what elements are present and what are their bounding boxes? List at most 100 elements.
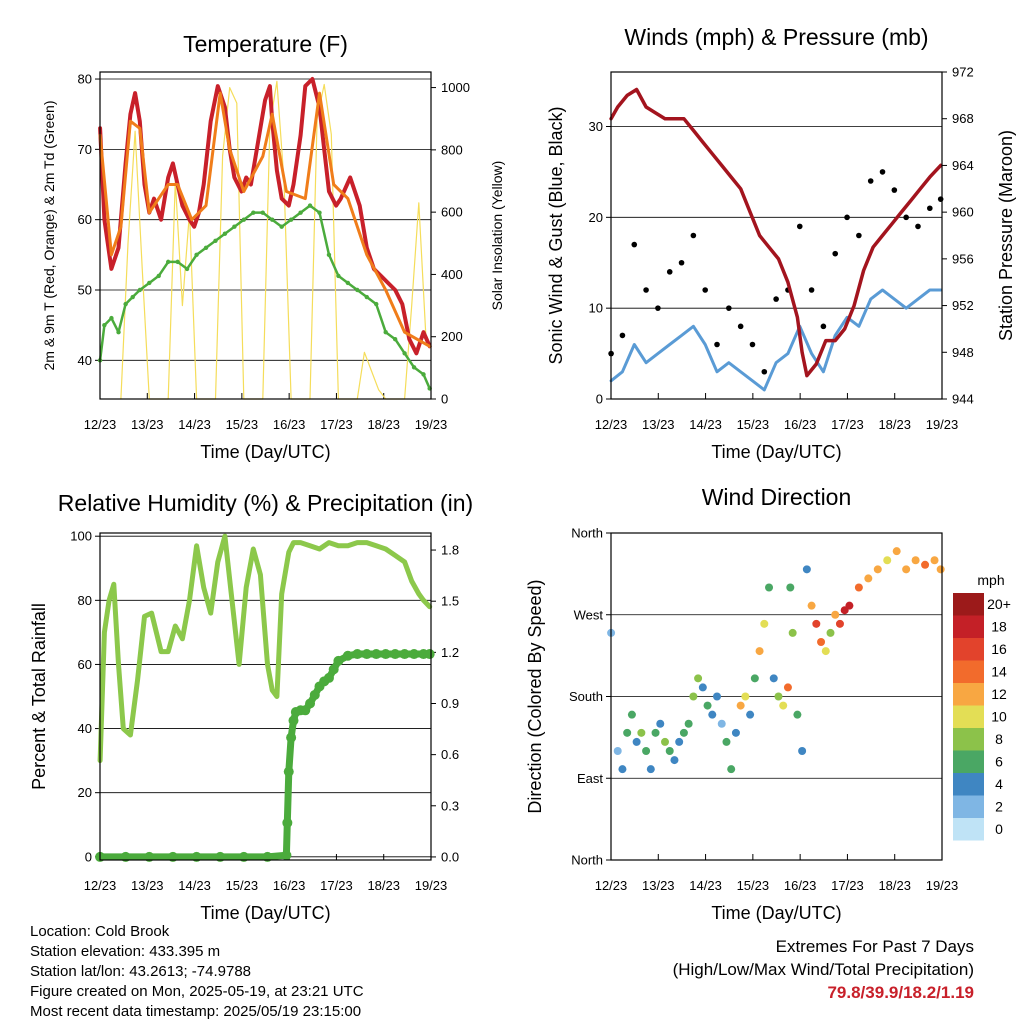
direction-point [783,683,792,692]
legend-title: mph [977,572,1004,588]
total-precip-line [96,650,434,861]
direction-point [765,583,774,592]
direction-point [750,674,759,683]
x-tick-label: 17/23 [320,417,353,432]
direction-point [727,765,736,774]
direction-point [845,601,854,610]
x-tick-label: 14/23 [178,417,211,432]
location-text: Location: Cold Brook [30,923,170,940]
dewpoint-point [392,337,398,342]
direction-point [793,710,802,719]
direction-point [698,683,707,692]
legend-label: 20+ [987,596,1011,612]
y-tick-label: 80 [78,72,92,87]
legend-swatch [953,818,984,841]
x-tick-label: 12/23 [84,417,117,432]
x-tick-label: 13/23 [642,417,675,432]
legend-swatch [953,638,984,661]
plot-frame [610,71,943,400]
latlon-text: Station lat/lon: 43.2613; -74.9788 [30,963,252,980]
y-tick-label: 80 [78,593,92,608]
x-tick-label: 15/23 [737,417,770,432]
direction-point [656,719,665,728]
extremes-title: Extremes For Past 7 Days [775,937,974,956]
gust-point [879,169,886,175]
dewpoint-point [298,210,303,215]
direction-point [892,547,901,556]
gust-point [796,223,803,230]
direction-point [831,610,840,619]
station-pressure-line [609,87,943,378]
x-tick-label: 15/23 [226,417,259,432]
temp9m-line [98,91,432,348]
dewpoint-point [194,252,199,258]
legend-label: 6 [995,754,1003,770]
dewpoint-point [130,294,135,300]
x-tick-label: 16/23 [273,417,306,432]
y-tick-label: 10 [589,301,603,316]
direction-point [632,737,641,746]
y-tick-label: North [571,526,603,541]
gust-point [702,287,708,293]
direction-point [854,583,863,592]
direction-point [807,601,816,610]
direction-point [689,692,698,701]
x-axis-label: Time (Day/UTC) [711,442,841,462]
x-tick-label: 19/23 [926,878,959,893]
x-tick-label: 16/23 [784,417,817,432]
dewpoint-point [137,287,143,293]
x-axis-label: Time (Day/UTC) [200,442,330,462]
legend-label: 12 [991,686,1007,702]
dewpoint-point [156,273,161,279]
dewpoint-point [326,252,332,258]
dewpoint-point [279,224,284,229]
direction-point [788,628,797,637]
dewpoint-point [421,372,426,377]
direction-point [736,701,745,710]
y-tick-label: North [571,853,603,868]
y2-tick-label: 948 [952,345,974,360]
legend-swatch [953,795,984,818]
direction-point [755,647,764,656]
precip-point [286,732,297,743]
legend-label: 16 [991,641,1007,657]
direction-point [665,747,674,755]
direction-point [873,565,882,574]
dewpoint-point [374,301,379,307]
gust-point [643,287,649,293]
x-tick-label: 19/23 [415,417,448,432]
elevation-text: Station elevation: 433.395 m [30,943,221,960]
gust-point [761,368,768,375]
y2-tick-label: 0.0 [441,849,459,864]
gust-point [619,332,626,339]
dewpoint-point [345,280,351,286]
x-tick-label: 14/23 [178,878,211,893]
speed-color-legend: mph 20+ 18 16 14 12 10 8 6 4 2 0 [953,572,1011,841]
dewpoint-point [203,245,209,251]
direction-point [722,737,731,746]
y2-tick-label: 960 [952,205,974,220]
direction-point [769,674,778,683]
y-tick-label: 70 [78,142,92,157]
dewpoint-point [288,217,294,222]
precip-point [288,715,299,726]
sonic-wind-line [609,288,943,392]
precip-point [380,649,391,660]
direction-point [817,638,826,646]
precip-point [309,689,320,700]
dewpoint-point [383,329,388,335]
direction-point [651,728,660,737]
plot-frame [610,532,943,861]
direction-point [694,674,703,683]
direction-point [731,728,740,737]
dewpoint-point [317,210,322,215]
x-tick-label: 16/23 [273,878,306,893]
x-tick-label: 13/23 [131,878,164,893]
y-tick-label: 0 [596,392,603,407]
direction-point [798,747,807,755]
direction-point [911,556,920,565]
y2-tick-label: 1.2 [441,645,459,660]
x-tick-label: 12/23 [84,878,117,893]
direction-point [786,583,795,592]
